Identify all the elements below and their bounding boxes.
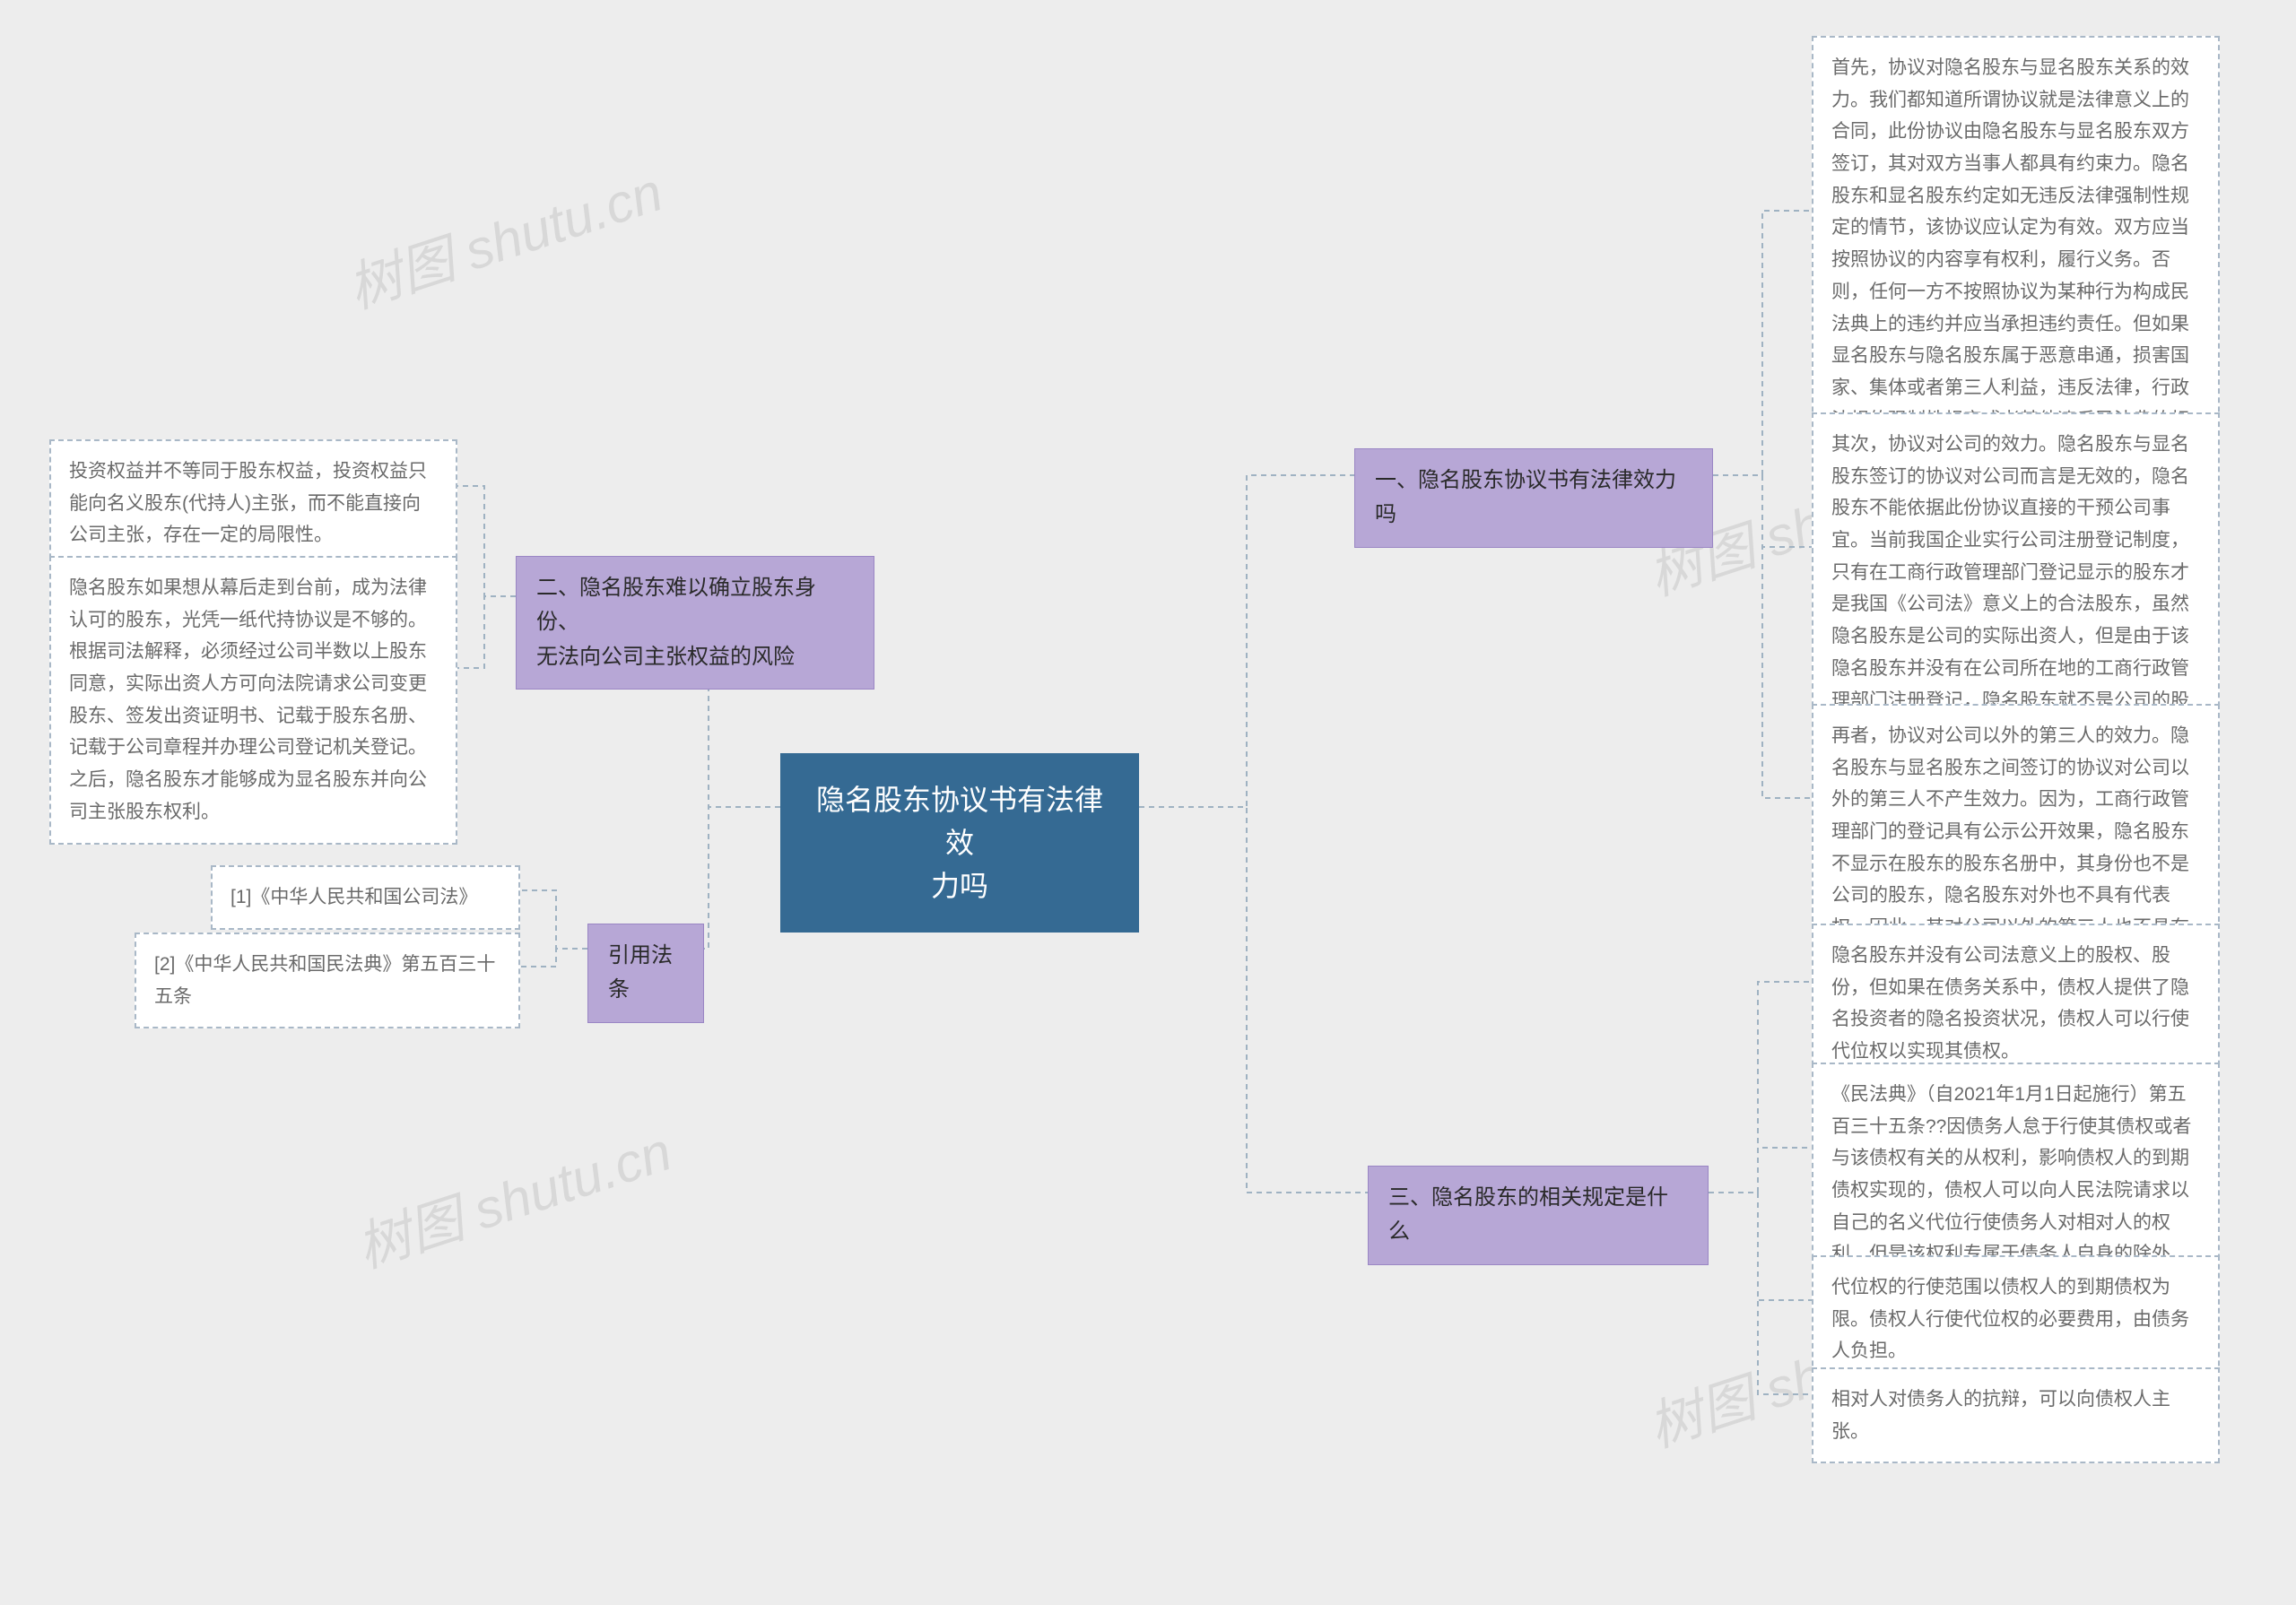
root-node: 隐名股东协议书有法律效 力吗 (780, 753, 1139, 933)
leaf-b3l3: 代位权的行使范围以债权人的到期债权为限。债权人行使代位权的必要费用，由债务人负担… (1812, 1255, 2220, 1384)
watermark: 树图 shutu.cn (345, 1108, 680, 1283)
leaf-b2l2: 隐名股东如果想从幕后走到台前，成为法律认可的股东，光凭一纸代持协议是不够的。根据… (49, 556, 457, 845)
leaf-b3l2: 《民法典》（自2021年1月1日起施行）第五百三十五条??因债务人怠于行使其债权… (1812, 1063, 2220, 1287)
watermark: 树图 shutu.cn (336, 149, 671, 324)
branch-b2: 二、隐名股东难以确立股东身份、 无法向公司主张权益的风险 (516, 556, 874, 690)
leaf-b4l2: [2]《中华人民共和国民法典》第五百三十五条 (135, 933, 520, 1028)
leaf-b3l1: 隐名股东并没有公司法意义上的股权、股份，但如果在债务关系中，债权人提供了隐名投资… (1812, 924, 2220, 1084)
branch-b4: 引用法条 (587, 924, 704, 1023)
leaf-b3l4: 相对人对债务人的抗辩，可以向债权人主张。 (1812, 1367, 2220, 1463)
leaf-b4l1: [1]《中华人民共和国公司法》 (211, 865, 520, 930)
branch-b1: 一、隐名股东协议书有法律效力吗 (1354, 448, 1713, 548)
branch-b3: 三、隐名股东的相关规定是什么 (1368, 1166, 1709, 1265)
leaf-b2l1: 投资权益并不等同于股东权益，投资权益只能向名义股东(代持人)主张，而不能直接向公… (49, 439, 457, 568)
